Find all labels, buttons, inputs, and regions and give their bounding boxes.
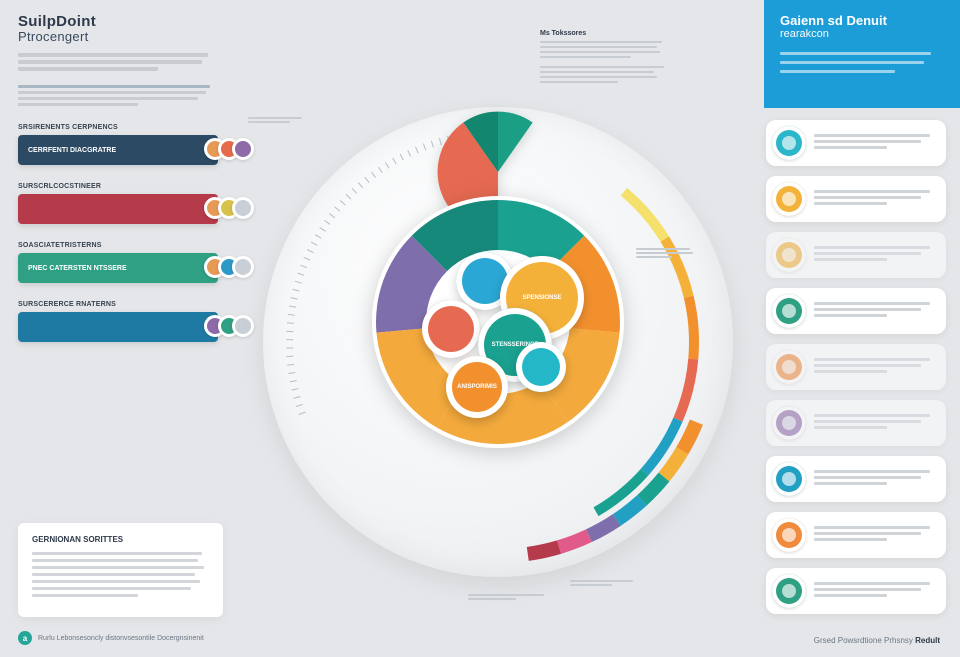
tick-mark [292, 389, 299, 391]
card-icon [772, 518, 806, 552]
title-line-2: Ptrocengert [18, 30, 218, 44]
card-text-lines [814, 582, 936, 600]
info-card [766, 232, 946, 278]
card-icon [772, 574, 806, 608]
category-pill: CERRFENTI DIACGRATRE [18, 135, 218, 165]
center-stage: SPENSIONSESTENSSERINCEANISPORIMIS [238, 10, 758, 630]
pill-label: SURSCRLCOCSTINEER [18, 183, 218, 190]
tick-mark [365, 177, 369, 182]
tick-mark [352, 188, 357, 193]
card-text-lines [814, 190, 936, 208]
pill-label: SRSIRENENTS CERPNENCS [18, 124, 218, 131]
tick-mark [393, 158, 396, 164]
tick-mark [329, 214, 335, 218]
tick-mark [300, 265, 307, 268]
pie-slice [498, 112, 533, 172]
card-text-lines [814, 246, 936, 264]
tick-mark [358, 183, 363, 188]
footer-right: Grsed Powsrdtione Prhsnsy Redult [814, 636, 940, 645]
card-icon [772, 238, 806, 272]
pill-label: SOASCIATETRISTERNS [18, 242, 218, 249]
card-text-lines [814, 414, 936, 432]
bottom-panel-heading: GERNIONAN SORITTES [32, 535, 209, 544]
pill-block: SRSIRENENTS CERPNENCS CERRFENTI DIACGRATR… [18, 124, 218, 165]
tick-mark [288, 372, 295, 373]
card-text-lines [814, 526, 936, 544]
tick-mark [299, 412, 306, 414]
annotation-lines [248, 115, 308, 125]
tick-mark [346, 194, 351, 199]
tick-mark [296, 404, 303, 406]
tick-mark [378, 167, 382, 173]
card-icon [772, 462, 806, 496]
tick-mark [288, 314, 295, 315]
tick-mark [324, 220, 330, 224]
card-icon [772, 294, 806, 328]
intro-lines-1 [18, 53, 218, 71]
title-line-1: SuilpDoint [18, 13, 96, 30]
card-text-lines [814, 134, 936, 152]
pill-label: SURSCERERCE RNATERNS [18, 301, 218, 308]
info-card [766, 344, 946, 390]
card-text-lines [814, 470, 936, 488]
pill-block: SURSCRLCOCSTINEER [18, 183, 218, 224]
tick-mark [287, 364, 294, 365]
info-card [766, 288, 946, 334]
card-icon [772, 406, 806, 440]
category-pill [18, 194, 218, 224]
annotation-lines [636, 246, 696, 260]
right-header-line-1: Gaienn sd Denuit [780, 14, 944, 28]
info-card [766, 568, 946, 614]
footer-badge-icon: a [18, 631, 32, 645]
info-card [766, 512, 946, 558]
annotation-lines [570, 578, 640, 588]
intro-lines-2 [18, 85, 218, 106]
bottom-info-panel: GERNIONAN SORITTES [18, 523, 223, 617]
tick-mark [293, 289, 300, 291]
footer-left: a Rurlu Lebonsesoncly distonvsesontile D… [18, 631, 204, 645]
card-text-lines [814, 302, 936, 320]
tick-mark [294, 396, 301, 398]
pill-block: SURSCERERCE RNATERNS [18, 301, 218, 342]
card-icon [772, 350, 806, 384]
tick-mark [340, 200, 345, 205]
tick-mark [290, 381, 297, 382]
tick-mark [304, 257, 310, 260]
tick-mark [287, 323, 294, 324]
footer-right-bold: Redult [915, 636, 940, 645]
info-card [766, 456, 946, 502]
left-column: SuilpDoint Ptrocengert SRSIRENENTS CERPN… [18, 14, 218, 342]
tick-mark [385, 162, 389, 168]
core-bubble [516, 342, 566, 392]
footer-left-text: Rurlu Lebonsesoncly distonvsesontile Doc… [38, 635, 204, 642]
tick-mark [291, 298, 298, 299]
category-pill: PNEC CATERSTEN NTSSERE [18, 253, 218, 283]
tick-mark [289, 306, 296, 307]
annotation-lines [468, 592, 548, 602]
info-card [766, 400, 946, 446]
core-bubble [422, 300, 480, 358]
tick-mark [371, 172, 375, 178]
tick-mark [297, 273, 304, 275]
category-pill [18, 312, 218, 342]
page-title: SuilpDoint Ptrocengert [18, 14, 218, 43]
footer-right-prefix: Grsed Powsrdtione Prhsnsy [814, 636, 915, 645]
info-card [766, 176, 946, 222]
core-bubble-cluster: SPENSIONSESTENSSERINCEANISPORIMIS [408, 238, 588, 418]
tick-mark [295, 281, 302, 283]
tick-mark [320, 227, 326, 231]
tick-mark [311, 242, 317, 245]
right-header-line-2: rearakcon [780, 28, 944, 40]
pill-block: SOASCIATETRISTERNS PNEC CATERSTEN NTSSERE [18, 242, 218, 283]
info-card [766, 120, 946, 166]
right-card-list [766, 120, 946, 614]
tick-mark [307, 250, 313, 253]
card-text-lines [814, 358, 936, 376]
card-icon [772, 182, 806, 216]
right-header: Gaienn sd Denuit rearakcon [764, 0, 960, 108]
core-bubble: ANISPORIMIS [446, 356, 508, 418]
tick-mark [335, 207, 340, 211]
tick-mark [315, 235, 321, 239]
card-icon [772, 126, 806, 160]
